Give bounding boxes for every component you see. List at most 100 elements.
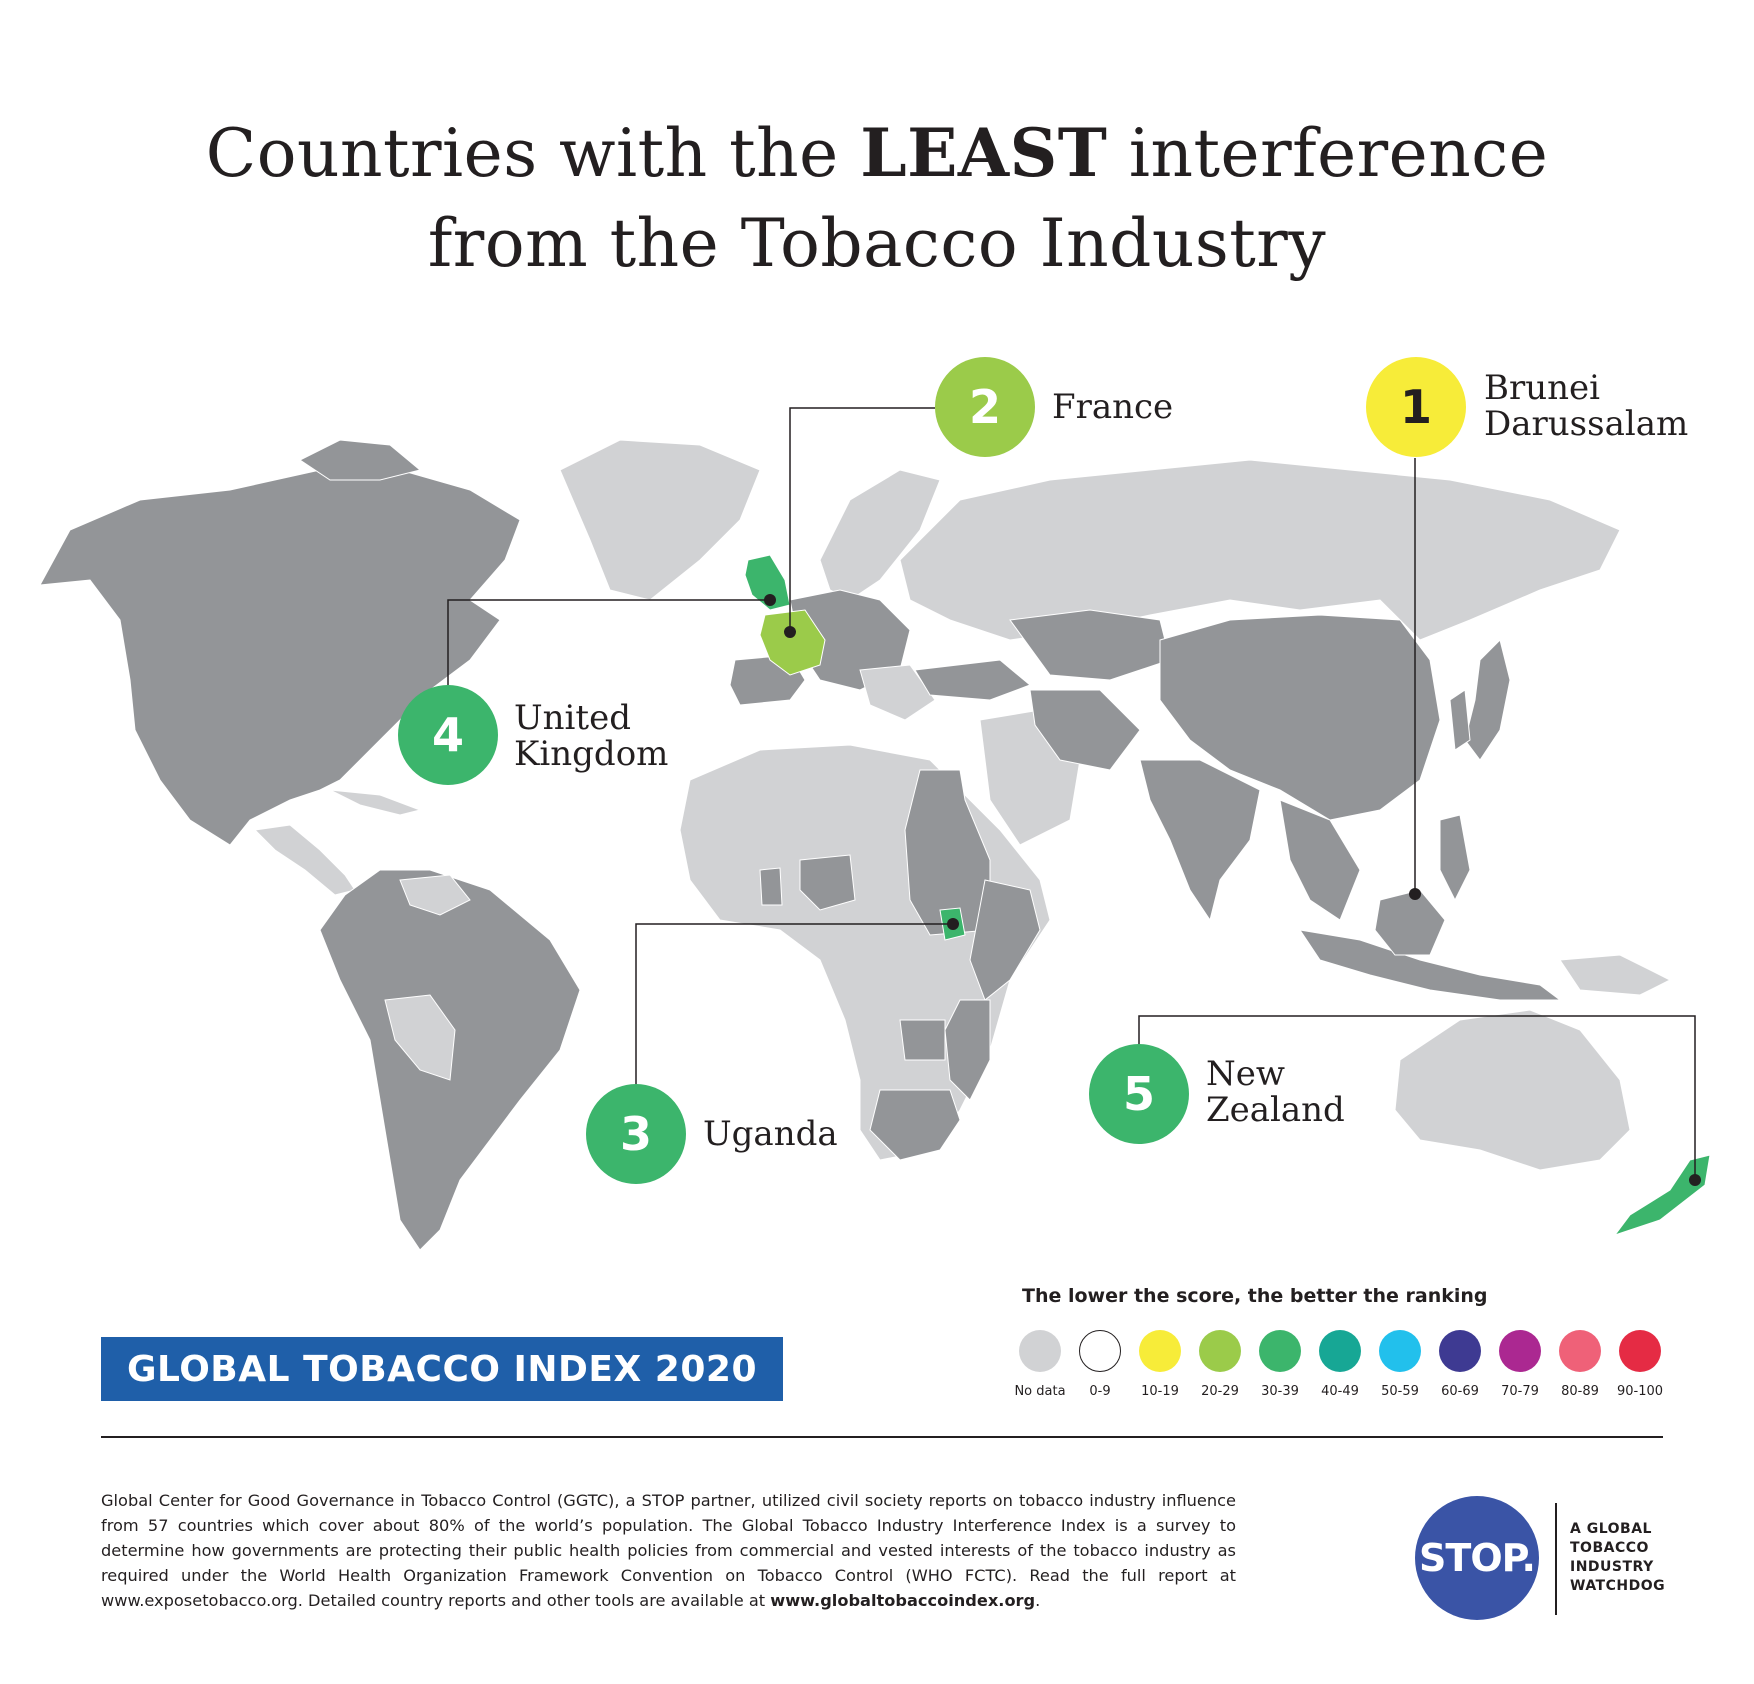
legend-label: 80-89 <box>1561 1384 1599 1399</box>
land-borneo <box>1374 889 1446 956</box>
land-kazakhstan <box>1009 609 1171 681</box>
stop-logo-mark: STOP. <box>1419 1536 1536 1580</box>
footer-link[interactable]: www.globaltobaccoindex.org <box>770 1591 1036 1610</box>
legend-item: 50-59 <box>1370 1330 1430 1399</box>
index-banner: GLOBAL TOBACCO INDEX 2020 <box>101 1337 783 1401</box>
rank-circle-1: 1 <box>1366 357 1466 457</box>
land-venezuela <box>399 874 471 916</box>
legend-swatch <box>1139 1330 1181 1372</box>
legend-label: 60-69 <box>1441 1384 1479 1399</box>
leader-lines <box>447 407 1696 1180</box>
marker-dots <box>764 594 1701 1186</box>
marker-dot-france <box>784 626 796 638</box>
country-label-brunei: Brunei Darussalam <box>1484 368 1689 444</box>
legend-label: 10-19 <box>1141 1384 1179 1399</box>
legend-swatch <box>1619 1330 1661 1372</box>
land-korea <box>1449 689 1471 751</box>
legend-swatch <box>1019 1330 1061 1372</box>
legend-label: 70-79 <box>1501 1384 1539 1399</box>
legend-item: No data <box>1010 1330 1070 1399</box>
footer-text: Global Center for Good Governance in Tob… <box>101 1488 1236 1613</box>
marker-dot-brunei <box>1409 888 1421 900</box>
marker-dot-uganda <box>947 918 959 930</box>
legend-swatch <box>1319 1330 1361 1372</box>
legend-label: 30-39 <box>1261 1384 1299 1399</box>
footer-end: . <box>1035 1591 1041 1610</box>
land-united-kingdom <box>744 554 791 611</box>
title-pre: Countries with the <box>205 115 861 192</box>
land-greenland <box>559 439 761 601</box>
land-north-america <box>39 469 521 846</box>
country-label-new-zealand: New Zealand <box>1206 1054 1345 1130</box>
legend-label: 40-49 <box>1321 1384 1359 1399</box>
legend-label: 50-59 <box>1381 1384 1419 1399</box>
legend-label: 20-29 <box>1201 1384 1239 1399</box>
logo-divider <box>1555 1503 1557 1615</box>
land-turkey <box>914 659 1031 701</box>
rank-number-4: 4 <box>431 708 464 762</box>
leader-line-new-zealand <box>1138 1015 1696 1180</box>
rank-number-2: 2 <box>968 380 1001 434</box>
rank-number-3: 3 <box>619 1107 652 1161</box>
legend-item: 10-19 <box>1130 1330 1190 1399</box>
land-balkans <box>859 664 936 721</box>
land-philippines <box>1439 814 1471 902</box>
title-post: interference <box>1107 115 1549 192</box>
land-japan <box>1464 639 1511 761</box>
legend-item: 90-100 <box>1610 1330 1670 1399</box>
land-new-zealand <box>1613 1154 1711 1236</box>
legend-swatch <box>1379 1330 1421 1372</box>
legend-item: 40-49 <box>1310 1330 1370 1399</box>
land-southeast-asia <box>1279 799 1361 921</box>
country-label-uganda: Uganda <box>703 1114 838 1154</box>
marker-dot-new-zealand <box>1689 1174 1701 1186</box>
land-ghana <box>759 867 783 906</box>
legend-swatch <box>1559 1330 1601 1372</box>
land-bolivia <box>384 994 456 1081</box>
legend-swatch <box>1199 1330 1241 1372</box>
leader-line-uk <box>447 599 770 685</box>
land-arctic-islands <box>299 439 422 481</box>
legend-label: 0-9 <box>1089 1384 1111 1399</box>
rank-number-5: 5 <box>1122 1067 1155 1121</box>
legend-label: No data <box>1014 1384 1066 1399</box>
logo-tagline: A GLOBAL TOBACCO INDUSTRY WATCHDOG <box>1570 1521 1666 1594</box>
land-iran <box>1029 689 1141 771</box>
legend-item: 30-39 <box>1250 1330 1310 1399</box>
rank-circle-2: 2 <box>935 357 1035 457</box>
rank-circle-4: 4 <box>398 685 498 785</box>
land-france <box>759 609 826 676</box>
map-land <box>39 439 1711 1251</box>
title-bold: LEAST <box>860 114 1108 192</box>
land-nigeria <box>799 854 856 911</box>
land-papua <box>1559 954 1672 996</box>
country-label-uk: United Kingdom <box>514 698 669 774</box>
leader-line-france <box>789 407 935 632</box>
land-russia <box>899 459 1621 641</box>
legend-swatch <box>1439 1330 1481 1372</box>
title-line-2: from the Tobacco Industry <box>427 205 1327 282</box>
legend-swatch <box>1079 1330 1121 1372</box>
legend-item: 60-69 <box>1430 1330 1490 1399</box>
legend-title: The lower the score, the better the rank… <box>1022 1285 1488 1307</box>
rank-circle-5: 5 <box>1089 1044 1189 1144</box>
land-southern-africa <box>869 1089 961 1161</box>
land-australia <box>1394 1009 1631 1171</box>
legend-item: 20-29 <box>1190 1330 1250 1399</box>
country-label-france: France <box>1052 387 1174 427</box>
stop-logo: STOP. <box>1415 1496 1539 1620</box>
legend-swatch <box>1499 1330 1541 1372</box>
legend-item: 80-89 <box>1550 1330 1610 1399</box>
page-title: Countries with the LEAST interference fr… <box>0 108 1754 289</box>
footer-body: Global Center for Good Governance in Tob… <box>101 1491 1236 1610</box>
leader-line-uganda <box>635 923 953 1084</box>
land-zambia <box>899 1019 946 1061</box>
legend-label: 90-100 <box>1616 1384 1664 1399</box>
legend-item: 70-79 <box>1490 1330 1550 1399</box>
legend-swatch <box>1259 1330 1301 1372</box>
footer-divider <box>101 1436 1663 1438</box>
rank-circle-3: 3 <box>586 1084 686 1184</box>
land-ethiopia-kenya <box>969 879 1041 1001</box>
legend-item: 0-9 <box>1070 1330 1130 1399</box>
